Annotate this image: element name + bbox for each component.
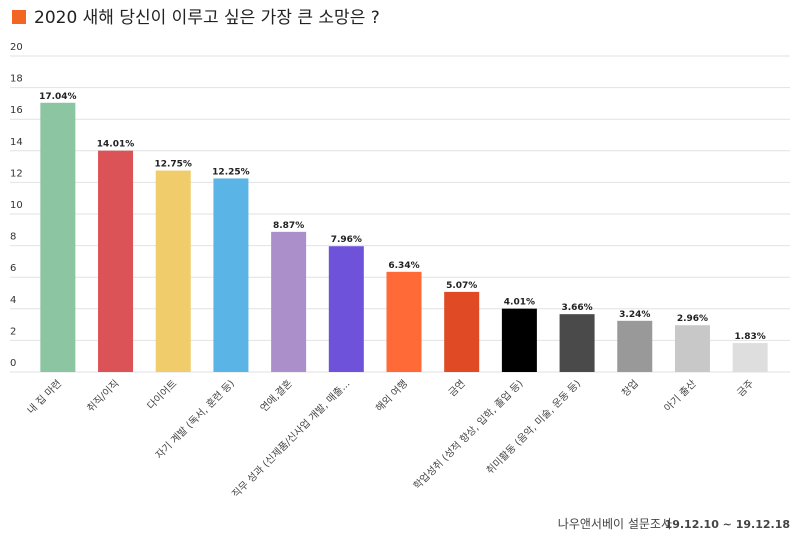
bar bbox=[98, 150, 134, 372]
value-label: 7.96% bbox=[331, 235, 362, 245]
value-label: 3.66% bbox=[561, 303, 592, 313]
bar bbox=[155, 170, 191, 372]
value-label: 12.75% bbox=[154, 160, 192, 170]
value-label: 3.24% bbox=[619, 310, 650, 320]
y-tick-label: 2 bbox=[10, 326, 16, 337]
value-label: 12.25% bbox=[212, 167, 250, 177]
value-label: 2.96% bbox=[677, 314, 708, 324]
date-range: 19.12.10 ~ 19.12.18 bbox=[665, 518, 790, 531]
value-label: 17.04% bbox=[39, 92, 77, 102]
x-tick-label: 연애,결혼 bbox=[257, 377, 294, 414]
value-label: 8.87% bbox=[273, 221, 304, 231]
x-tick-label: 내 집 마련 bbox=[25, 378, 64, 417]
bar bbox=[674, 325, 710, 372]
x-tick-label: 아기 출산 bbox=[662, 378, 699, 415]
bar bbox=[271, 231, 307, 372]
y-tick-label: 18 bbox=[10, 74, 23, 85]
y-tick-label: 8 bbox=[10, 232, 16, 243]
title-marker bbox=[12, 10, 26, 24]
chart-title: 2020 새해 당신이 이루고 싶은 가장 큰 소망은 ? bbox=[34, 8, 380, 28]
y-tick-label: 6 bbox=[10, 263, 16, 274]
bar bbox=[501, 308, 537, 372]
value-label: 4.01% bbox=[504, 298, 535, 308]
y-tick-label: 14 bbox=[10, 137, 23, 148]
x-tick-label: 직무 성과 (신제품/신사업 개발, 매출... bbox=[229, 377, 352, 500]
bar bbox=[40, 102, 76, 372]
bar bbox=[386, 271, 422, 372]
y-tick-label: 10 bbox=[10, 200, 23, 211]
x-tick-label: 창업 bbox=[619, 377, 641, 399]
y-tick-label: 12 bbox=[10, 168, 23, 179]
x-tick-label: 다이어트 bbox=[145, 378, 180, 413]
bar bbox=[559, 314, 595, 372]
value-label: 14.01% bbox=[97, 140, 135, 150]
x-tick-label: 취미활동 (음악, 미술, 운동 등) bbox=[483, 377, 583, 477]
bar bbox=[213, 178, 249, 372]
bar bbox=[444, 291, 480, 372]
y-tick-label: 20 bbox=[10, 42, 23, 53]
x-tick-label: 금연 bbox=[446, 378, 468, 400]
x-tick-label: 취직/이직 bbox=[85, 378, 122, 415]
bar bbox=[617, 320, 653, 372]
x-tick-label: 해외 여행 bbox=[373, 377, 410, 414]
value-label: 6.34% bbox=[388, 261, 419, 271]
x-tick-label: 금주 bbox=[735, 378, 757, 400]
bar bbox=[328, 246, 364, 372]
y-tick-label: 16 bbox=[10, 105, 23, 116]
y-tick-label: 4 bbox=[10, 295, 16, 306]
bar bbox=[732, 343, 768, 372]
source: 나우앤서베이 설문조사 bbox=[558, 517, 672, 531]
y-tick-label: 0 bbox=[10, 358, 16, 369]
x-tick-label: 학업성취 (성적 향상, 입학, 졸업 등) bbox=[410, 377, 525, 492]
value-label: 1.83% bbox=[735, 332, 766, 342]
value-label: 5.07% bbox=[446, 281, 477, 291]
